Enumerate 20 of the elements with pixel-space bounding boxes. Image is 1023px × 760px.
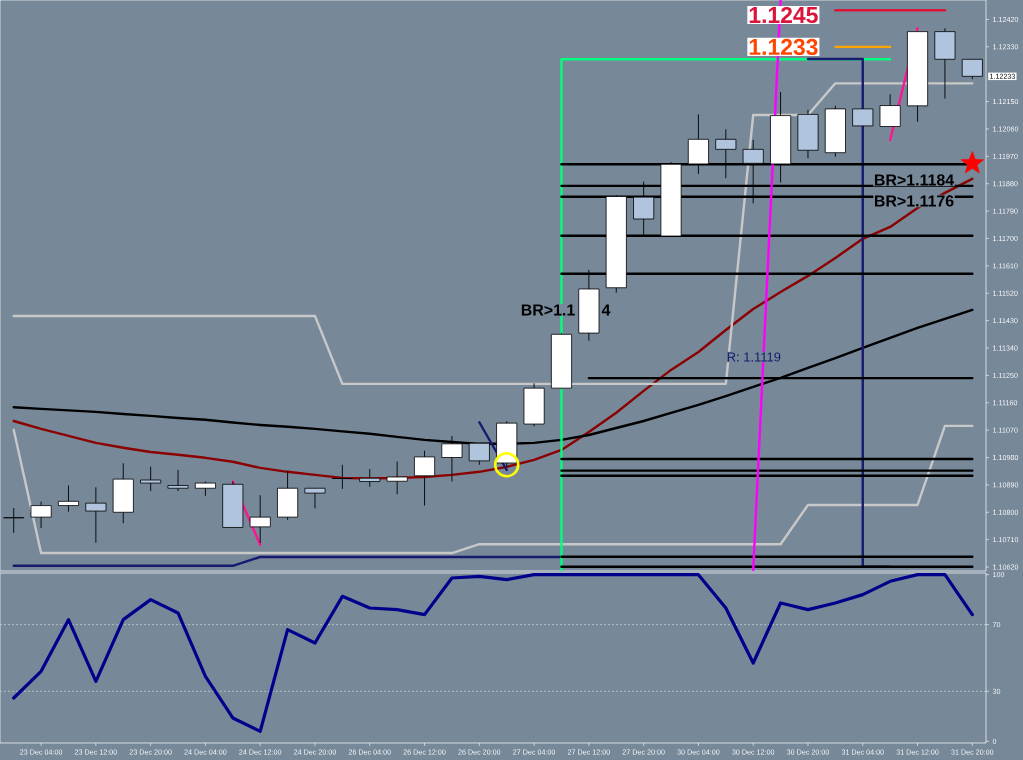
candlestick (331, 464, 353, 490)
annotation: BR>1.1176 (874, 195, 954, 207)
candlestick (879, 93, 901, 127)
candlestick (961, 58, 983, 80)
candlestick (414, 450, 436, 507)
candlestick (249, 494, 271, 544)
candlestick (167, 469, 189, 492)
candlestick (3, 507, 25, 534)
candlestick (85, 486, 107, 544)
candlestick (57, 485, 80, 513)
candlestick (386, 461, 408, 495)
candlestick (304, 487, 326, 509)
annotation: 1.1233 (749, 38, 818, 56)
candlestick (30, 501, 52, 529)
annotation: 4 (601, 304, 611, 316)
annotation: BR>1.1 (521, 304, 575, 316)
candlestick (140, 466, 162, 492)
annotation: 1.1245 (749, 6, 818, 24)
annotation: BR>1.1184 (874, 174, 955, 186)
annotation: R: 1.1119 (727, 352, 781, 362)
